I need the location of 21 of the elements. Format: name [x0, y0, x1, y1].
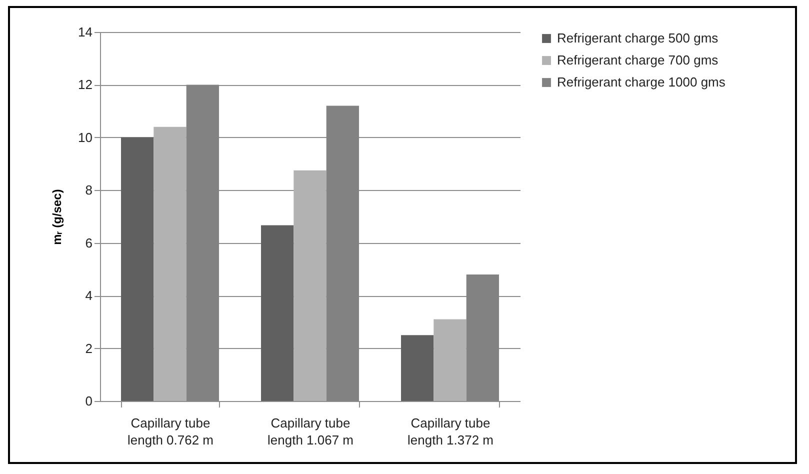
legend-label: Refrigerant charge 700 gms	[557, 52, 719, 68]
y-tick-label: 4	[85, 288, 92, 304]
bar	[294, 170, 326, 401]
y-tick-label: 12	[78, 77, 92, 92]
y-tick-label: 2	[85, 340, 92, 356]
bar	[154, 126, 186, 401]
y-tick-label: 8	[85, 182, 92, 198]
bar	[121, 137, 154, 401]
x-tick-label: Capillary tube length 1.067 m	[267, 416, 354, 448]
bar	[261, 225, 294, 401]
y-tick-label: 10	[78, 130, 92, 145]
x-tick-label: Capillary tube length 0.762 m	[127, 416, 214, 448]
x-tick-label: Capillary tube length 1.372 m	[407, 416, 494, 448]
bar	[434, 319, 466, 401]
y-tick-label: 0	[85, 394, 92, 408]
y-tick-label: 6	[85, 235, 92, 250]
y-axis-title: mᵣ (g/sec)	[50, 189, 64, 245]
bar	[401, 335, 434, 401]
legend-label: Refrigerant charge 500 gms	[557, 30, 719, 46]
legend-label: Refrigerant charge 1000 gms	[557, 74, 726, 90]
y-tick-label: 14	[78, 24, 92, 40]
